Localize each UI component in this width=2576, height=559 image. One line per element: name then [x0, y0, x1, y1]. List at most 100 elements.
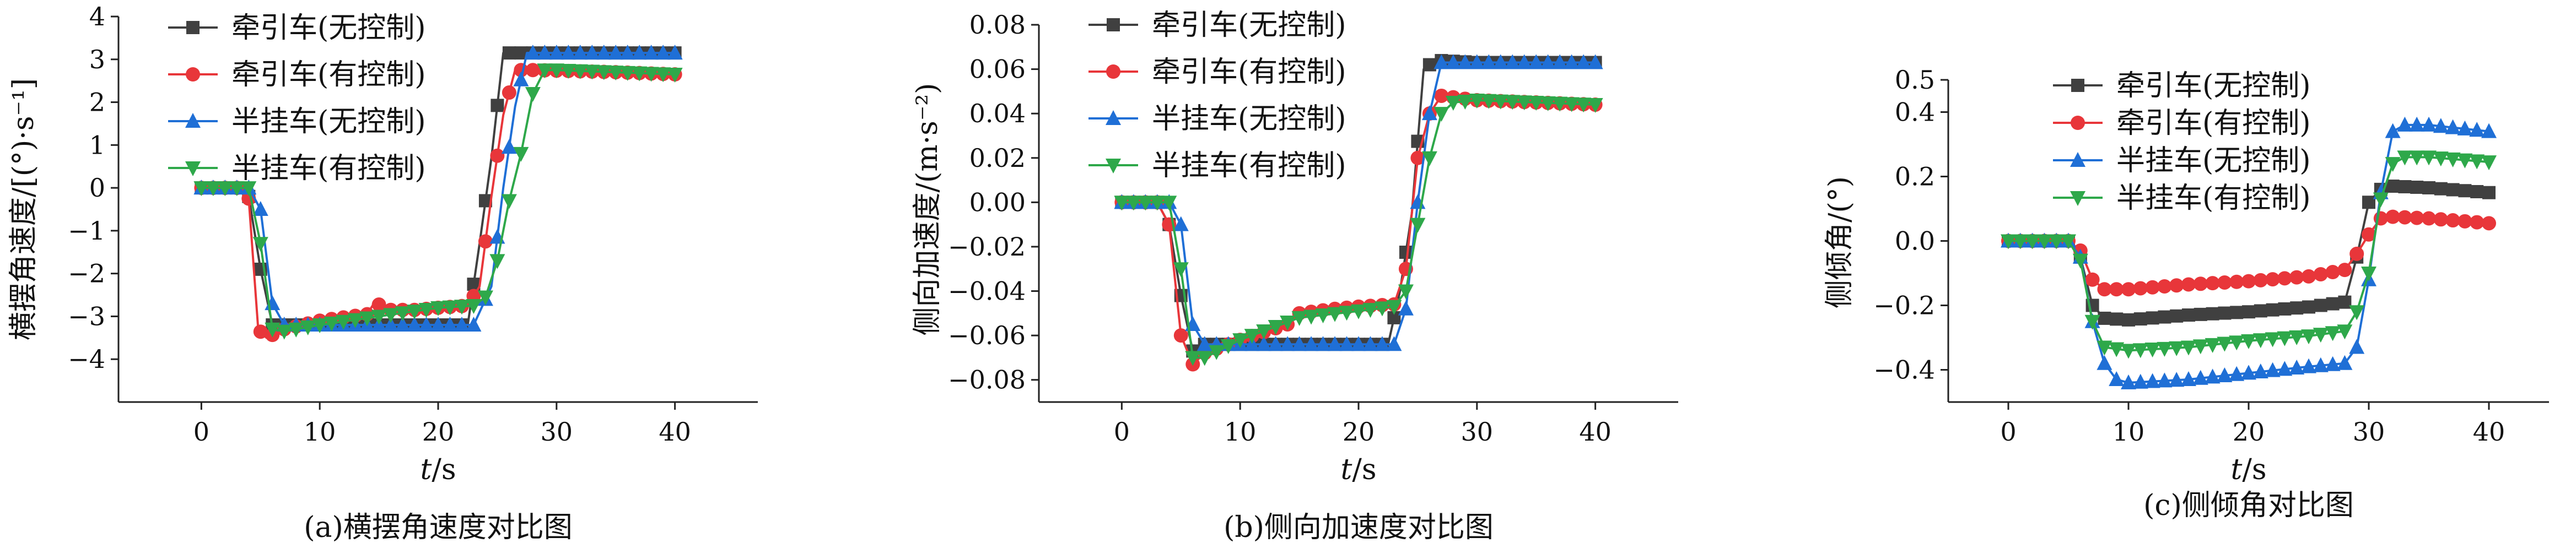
- series-point: [2337, 355, 2353, 370]
- series-point: [2445, 119, 2461, 134]
- series-point: [371, 310, 387, 325]
- series-point: [2254, 304, 2267, 318]
- series-point: [2169, 278, 2184, 293]
- y-tick-label: 0.02: [969, 143, 1026, 173]
- series-point: [1433, 107, 1449, 122]
- series-point: [501, 194, 517, 209]
- series-point: [300, 320, 316, 335]
- y-tick-label: −2: [68, 259, 105, 289]
- y-tick-label: 0.06: [969, 55, 1026, 84]
- y-tick-label: 0.2: [1895, 162, 1935, 192]
- x-tick-label: 10: [304, 417, 336, 447]
- y-tick-label: −1: [68, 216, 105, 246]
- series-point: [2049, 234, 2065, 249]
- series-point: [478, 234, 493, 249]
- series-point: [596, 65, 612, 80]
- series-point: [2121, 374, 2136, 389]
- series-point: [2289, 270, 2304, 285]
- series-point: [2132, 343, 2148, 359]
- series-point: [537, 45, 553, 60]
- series-point: [2482, 216, 2496, 231]
- series-point: [2277, 361, 2293, 376]
- series-point: [2145, 280, 2160, 295]
- series-point: [1564, 97, 1580, 112]
- series-point: [1327, 336, 1343, 351]
- series-point: [2409, 150, 2425, 166]
- series-point: [2192, 339, 2208, 355]
- series-point: [2265, 332, 2281, 348]
- series-point: [584, 45, 600, 60]
- series-point: [1410, 218, 1426, 233]
- series-point: [383, 317, 399, 332]
- x-axis-label-variable: t: [420, 453, 432, 486]
- series-point: [643, 45, 659, 60]
- series-point: [2218, 306, 2232, 320]
- series-point: [2385, 209, 2400, 224]
- series-point: [359, 311, 375, 327]
- series-point: [418, 303, 434, 318]
- series-point: [276, 324, 292, 340]
- series-point: [1374, 301, 1390, 317]
- series-point: [2181, 277, 2196, 292]
- series-point: [2482, 186, 2496, 199]
- series-point: [2278, 302, 2292, 316]
- series-point: [2445, 152, 2461, 167]
- series-point: [2421, 116, 2437, 132]
- series-point: [2349, 339, 2365, 354]
- series-point: [2458, 184, 2472, 198]
- series-point: [2349, 246, 2364, 261]
- series-point: [2421, 150, 2437, 166]
- series-point: [513, 146, 529, 162]
- y-tick-label: 0.0: [1895, 226, 1935, 256]
- series-point: [2109, 371, 2125, 387]
- series-point: [2266, 303, 2279, 317]
- series-point: [2265, 272, 2280, 287]
- series-point: [2097, 282, 2112, 297]
- x-axis-label-variable: t: [1340, 453, 1352, 486]
- series-point: [490, 148, 505, 163]
- series-point: [1552, 96, 1568, 112]
- series-point: [1422, 58, 1436, 72]
- legend-label: 半挂车(有控制): [231, 152, 426, 185]
- series-point: [619, 66, 635, 81]
- legend-marker: [1106, 110, 1121, 125]
- chart-panel-1: 0 10 20 30 40 −4 −3 −2 −1 0 1 2 3 4 t/s 横摆角速度/[(°)·s⁻¹]…: [7, 2, 758, 544]
- series-point: [1564, 54, 1580, 69]
- series-point: [1457, 54, 1473, 69]
- series-point: [1481, 94, 1497, 109]
- series-point: [312, 318, 328, 333]
- x-axis-label-unit: /s: [1352, 453, 1376, 486]
- series-point: [2302, 300, 2315, 314]
- series-point: [2397, 150, 2413, 166]
- series-point: [2109, 282, 2124, 297]
- series-point: [2265, 362, 2281, 377]
- series-point: [2110, 312, 2124, 326]
- series-point: [2290, 301, 2304, 315]
- series-point: [1386, 300, 1402, 315]
- y-tick-label: −4: [68, 344, 105, 374]
- series-point: [643, 67, 659, 82]
- series-point: [2337, 263, 2352, 278]
- x-tick-label: 0: [1114, 417, 1130, 447]
- series-point: [442, 300, 458, 316]
- series-point: [1434, 88, 1449, 103]
- series-point: [2422, 211, 2436, 226]
- series-point: [241, 181, 257, 197]
- series-point: [525, 45, 541, 60]
- series-point: [442, 317, 458, 332]
- series-point: [466, 317, 482, 332]
- series-point: [229, 181, 245, 197]
- series-point: [608, 45, 624, 60]
- series-point: [477, 290, 493, 306]
- legend-marker: [185, 161, 201, 176]
- series-point: [2229, 274, 2244, 289]
- series-point: [1362, 336, 1378, 351]
- series-point: [596, 45, 612, 60]
- series-point: [2169, 341, 2185, 356]
- series-point: [2361, 267, 2376, 281]
- series-point: [1327, 307, 1343, 322]
- series-line: [1122, 61, 1596, 346]
- series-point: [1398, 284, 1414, 300]
- series-point: [1291, 311, 1307, 326]
- series-point: [2252, 333, 2268, 349]
